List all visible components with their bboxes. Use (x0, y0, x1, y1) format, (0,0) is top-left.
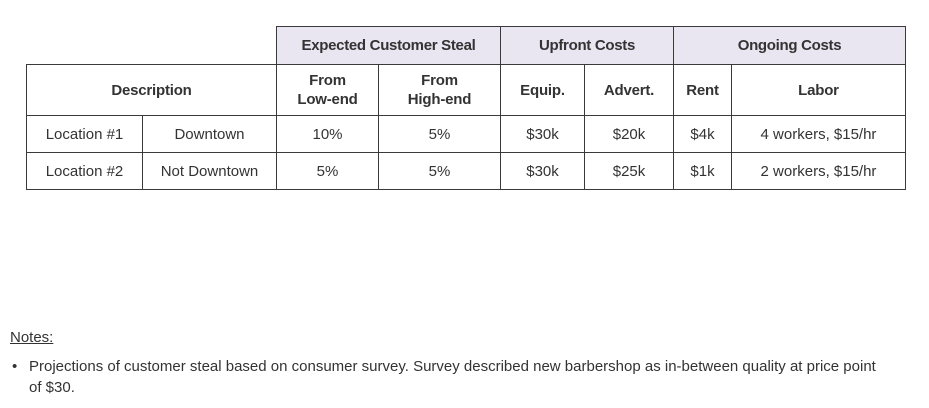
cell-from-low: 10% (276, 115, 379, 153)
header-from-low-end: From Low-end (276, 64, 379, 116)
group-header-row: Expected Customer Steal Upfront Costs On… (27, 26, 906, 65)
table-row: Location #1 Downtown 10% 5% $30k $20k $4… (26, 115, 906, 153)
cell-rent: $4k (673, 115, 732, 153)
cell-from-high: 5% (378, 152, 501, 190)
header-description: Description (26, 64, 277, 116)
header-equip: Equip. (500, 64, 585, 116)
header-from-high-line2: High-end (407, 91, 472, 108)
group-header-ongoing: Ongoing Costs (673, 26, 906, 65)
list-item: • Projections of customer steal based on… (12, 356, 915, 398)
group-header-upfront: Upfront Costs (500, 26, 674, 65)
header-labor: Labor (731, 64, 906, 116)
bullet-icon: • (12, 358, 18, 375)
header-from-high-line1: From (421, 72, 458, 89)
cell-location: Location #2 (26, 152, 143, 190)
blank-corner-cell (27, 27, 277, 65)
cell-from-high: 5% (378, 115, 501, 153)
cell-rent: $1k (673, 152, 732, 190)
note-text: Projections of customer steal based on c… (29, 358, 876, 396)
cell-labor: 4 workers, $15/hr (731, 115, 906, 153)
column-header-row: Description From Low-end From High-end Equ… (26, 64, 906, 116)
notes-section: Notes: • Projections of customer steal b… (10, 329, 915, 398)
cost-comparison-table: Expected Customer Steal Upfront Costs On… (26, 26, 906, 190)
header-advert: Advert. (584, 64, 674, 116)
cell-labor: 2 workers, $15/hr (731, 152, 906, 190)
header-from-low-line2: Low-end (297, 91, 358, 108)
header-rent: Rent (673, 64, 732, 116)
cell-equip: $30k (500, 152, 585, 190)
header-from-high-end: From High-end (378, 64, 501, 116)
cell-location: Location #1 (26, 115, 143, 153)
cell-advert: $20k (584, 115, 674, 153)
group-header-steal: Expected Customer Steal (276, 26, 501, 65)
cell-area: Not Downtown (142, 152, 277, 190)
notes-title: Notes: (10, 329, 54, 346)
header-from-low-line1: From (309, 72, 346, 89)
cell-advert: $25k (584, 152, 674, 190)
cell-equip: $30k (500, 115, 585, 153)
cell-area: Downtown (142, 115, 277, 153)
cell-from-low: 5% (276, 152, 379, 190)
table-row: Location #2 Not Downtown 5% 5% $30k $25k… (26, 152, 906, 190)
